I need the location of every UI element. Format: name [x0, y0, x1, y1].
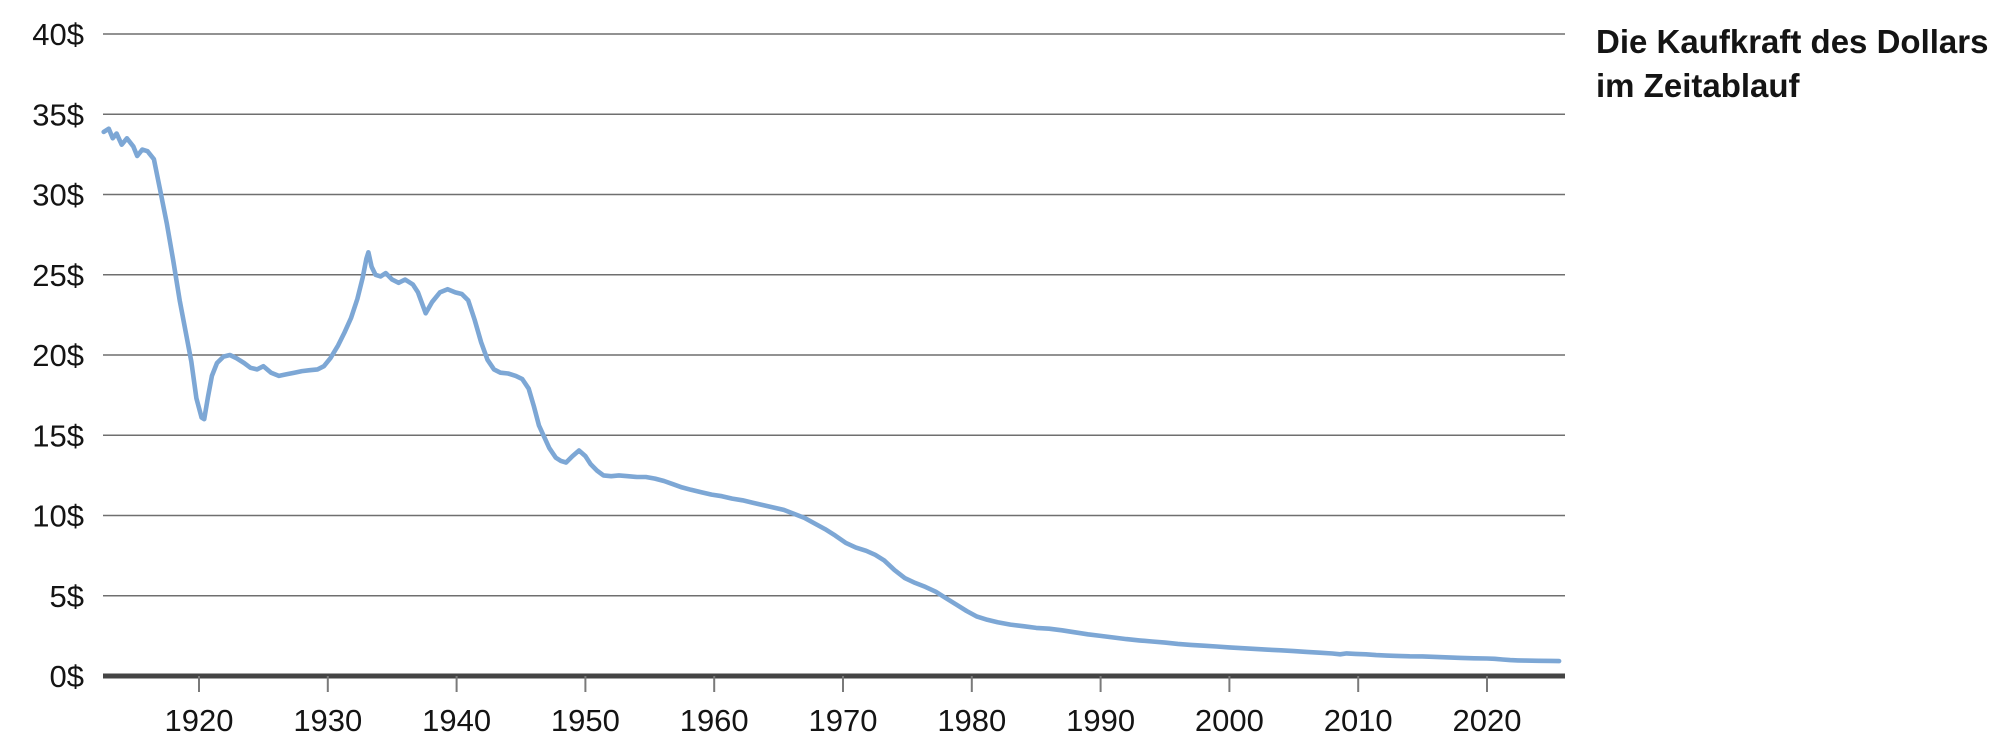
x-tick-label-1930: 1930 — [293, 703, 362, 738]
x-tick-label-1970: 1970 — [809, 703, 878, 738]
chart-title-line-1: Die Kaufkraft des Dollars — [1596, 23, 1989, 60]
x-tick-label-2000: 2000 — [1195, 703, 1264, 738]
x-tick-marks — [198, 676, 1488, 692]
x-tick-label-1960: 1960 — [680, 703, 749, 738]
y-tick-label-15$: 15$ — [32, 418, 84, 453]
y-tick-label-20$: 20$ — [32, 338, 84, 373]
y-tick-label-40$: 40$ — [32, 17, 84, 52]
x-tick-labels: 1920 1930 1940 1950 1960 1970 1980 1990 2000 2010… — [165, 703, 1522, 738]
x-tick-label-1950: 1950 — [551, 703, 620, 738]
y-tick-label-30$: 30$ — [32, 178, 84, 213]
y-tick-label-0$: 0$ — [50, 659, 84, 694]
purchasing-power-line — [101, 126, 1562, 664]
x-tick-label-1920: 1920 — [165, 703, 234, 738]
y-tick-label-10$: 10$ — [32, 499, 84, 534]
y-tick-label-35$: 35$ — [32, 97, 84, 132]
x-tick-label-1990: 1990 — [1066, 703, 1135, 738]
x-tick-label-2010: 2010 — [1324, 703, 1393, 738]
y-tick-label-5$: 5$ — [50, 579, 84, 614]
y-tick-labels: 0$ 5$ 10$ 15$ 20$ 25$ 30$ 35$ 40$ — [32, 17, 84, 694]
chart-title-line-2: im Zeitablauf — [1596, 67, 1800, 104]
y-tick-label-25$: 25$ — [32, 258, 84, 293]
y-gridlines — [103, 33, 1565, 597]
data-series — [101, 126, 1562, 664]
chart-title: Die Kaufkraft des Dollars im Zeitablauf — [1596, 20, 1996, 108]
x-tick-label-1980: 1980 — [937, 703, 1006, 738]
x-tick-label-1940: 1940 — [422, 703, 491, 738]
x-tick-label-2020: 2020 — [1453, 703, 1522, 738]
